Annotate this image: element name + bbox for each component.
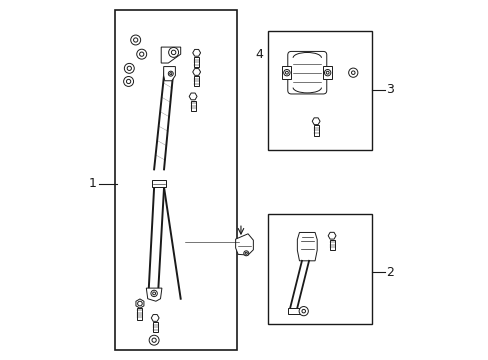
Circle shape [149,335,159,345]
Bar [152,322,158,332]
Circle shape [133,38,138,42]
Circle shape [168,71,173,76]
Circle shape [168,48,178,57]
Text: 2: 2 [386,266,393,279]
Polygon shape [297,233,317,261]
Circle shape [124,63,134,73]
Circle shape [171,50,176,55]
Circle shape [348,68,357,77]
Circle shape [351,71,354,75]
Bar [267,31,371,150]
Text: 3: 3 [386,83,393,96]
Polygon shape [192,68,200,75]
Bar [152,180,165,188]
Polygon shape [327,232,335,239]
Polygon shape [192,49,200,56]
FancyBboxPatch shape [287,51,326,94]
Circle shape [137,49,146,59]
Circle shape [152,292,155,295]
Circle shape [301,309,305,313]
Circle shape [137,301,142,306]
Circle shape [169,73,171,75]
Circle shape [127,66,131,71]
Circle shape [139,52,143,56]
Circle shape [325,71,328,74]
Polygon shape [282,67,291,79]
Circle shape [126,79,130,84]
Bar [194,57,199,67]
Circle shape [130,35,141,45]
Polygon shape [163,67,175,81]
Polygon shape [151,315,159,321]
Circle shape [285,71,288,74]
Bar [194,76,199,86]
Polygon shape [161,47,181,63]
Bar [313,125,318,135]
Circle shape [123,77,133,86]
Text: 1: 1 [88,177,96,190]
Bar [267,214,371,324]
Circle shape [244,251,248,256]
Bar [115,10,237,350]
Bar [329,240,334,250]
Circle shape [324,69,330,76]
Polygon shape [146,288,162,301]
Polygon shape [323,67,331,79]
Polygon shape [288,307,300,314]
Circle shape [299,306,308,316]
Circle shape [151,290,157,297]
Circle shape [152,338,156,342]
Bar [190,100,195,111]
Polygon shape [136,299,143,308]
Bar [137,308,142,320]
Polygon shape [311,118,319,125]
Circle shape [283,69,289,76]
Circle shape [244,252,247,255]
Text: 4: 4 [255,48,263,61]
Polygon shape [235,234,253,255]
Polygon shape [189,93,197,100]
